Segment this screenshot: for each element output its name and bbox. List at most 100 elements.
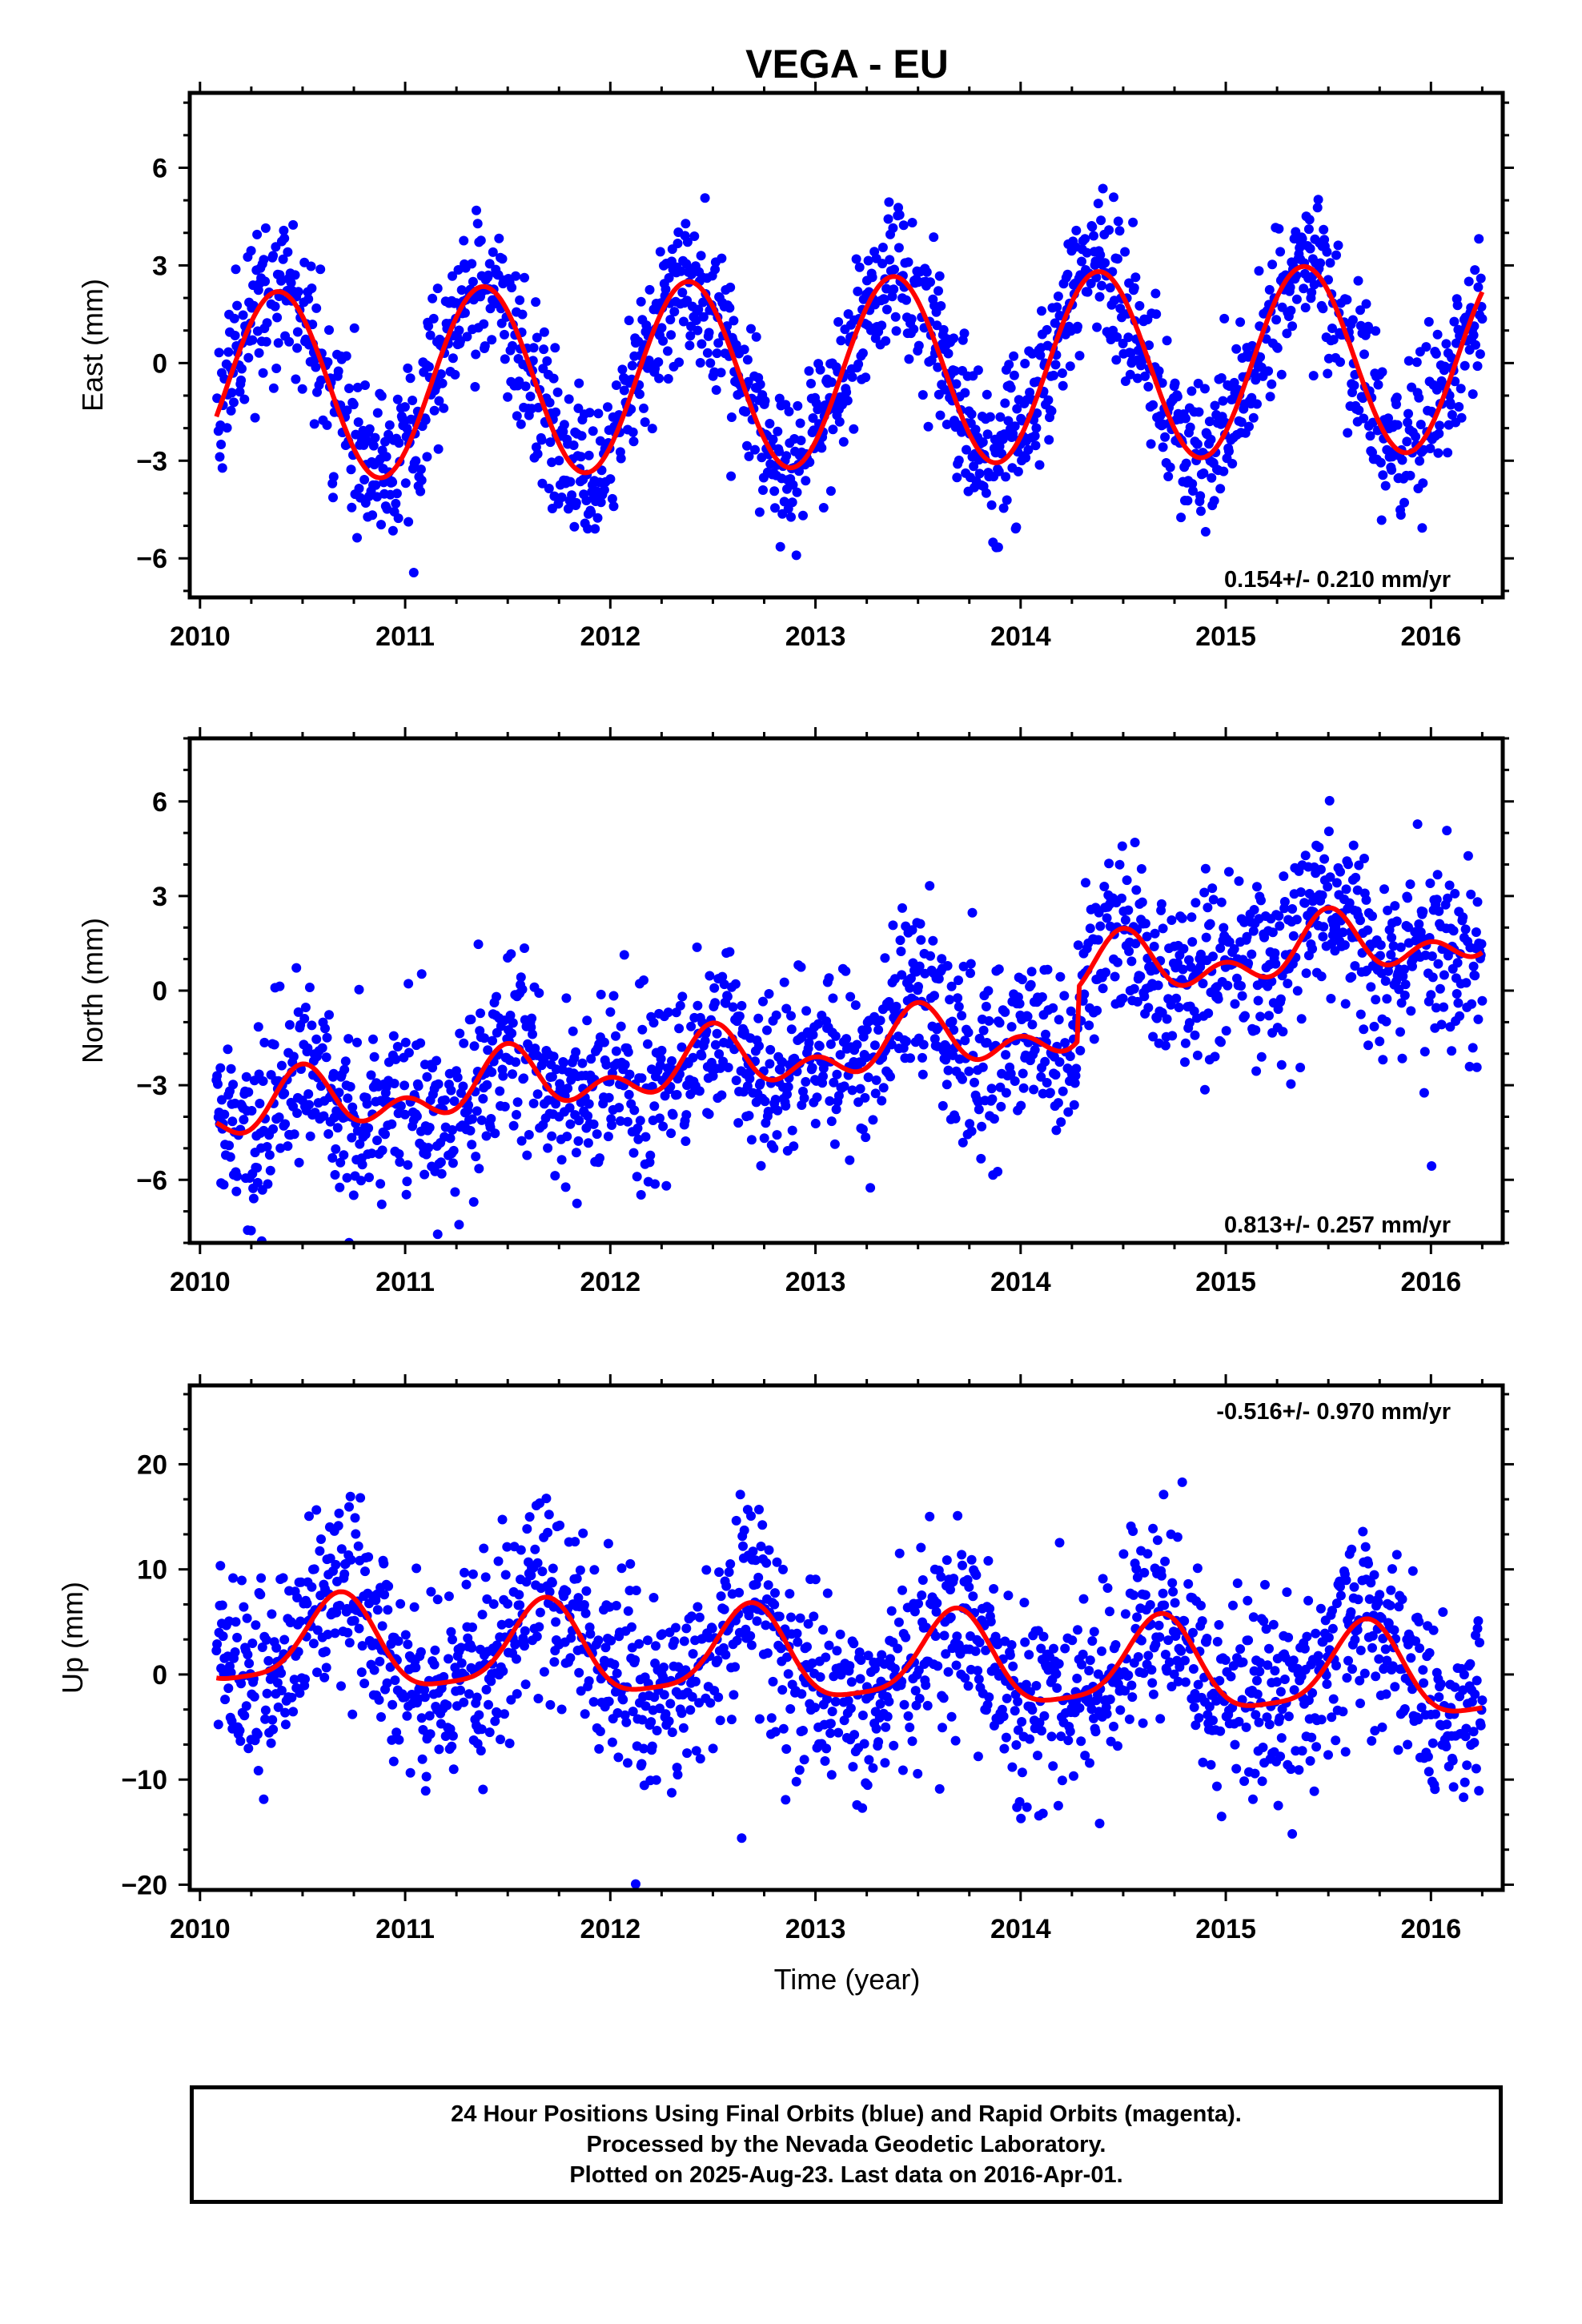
data-point [603, 402, 612, 412]
data-point [235, 387, 245, 397]
x-tick-label: 2016 [1400, 621, 1461, 652]
data-point [1066, 1006, 1076, 1016]
data-point [1414, 919, 1424, 929]
data-point [792, 487, 802, 497]
data-point [400, 1630, 411, 1640]
data-point [582, 1015, 592, 1026]
data-point [302, 1598, 312, 1609]
data-point [1196, 949, 1206, 959]
data-point [772, 1130, 782, 1140]
data-point [1120, 376, 1130, 386]
data-point [682, 237, 693, 247]
data-point [1274, 911, 1284, 921]
data-point [806, 379, 816, 388]
data-point [618, 1695, 628, 1705]
data-point [1170, 1631, 1181, 1641]
data-point [226, 1667, 236, 1678]
data-point [434, 1744, 444, 1755]
data-point [838, 436, 849, 447]
data-point [607, 1737, 617, 1747]
data-point [669, 1636, 680, 1647]
data-point [717, 253, 727, 263]
data-point [665, 315, 676, 325]
data-point [1051, 1125, 1062, 1136]
data-point [1229, 944, 1239, 954]
data-point [542, 356, 552, 366]
data-point [1259, 1616, 1269, 1626]
data-point [886, 1606, 897, 1616]
data-point [1261, 1624, 1271, 1634]
data-point [1065, 361, 1075, 372]
data-point [528, 1029, 537, 1039]
data-point [649, 1692, 660, 1703]
data-point [636, 1190, 646, 1200]
data-point [576, 452, 586, 462]
data-point [974, 1674, 984, 1684]
data-point [271, 364, 282, 373]
data-point [583, 524, 593, 534]
data-point [897, 1585, 907, 1595]
data-points [211, 1477, 1488, 1889]
data-point [213, 1719, 223, 1730]
data-point [1037, 1726, 1046, 1736]
data-point [766, 1713, 777, 1723]
data-point [695, 358, 705, 368]
data-point [581, 496, 592, 505]
data-point [1131, 1564, 1142, 1574]
data-point [708, 1743, 718, 1754]
data-point [1343, 428, 1353, 438]
data-point [1419, 1088, 1429, 1098]
data-point [1150, 288, 1161, 299]
data-point [623, 1758, 632, 1768]
data-point [1299, 898, 1310, 908]
data-point [1292, 986, 1303, 996]
data-point [327, 1152, 338, 1163]
data-point [729, 1690, 739, 1700]
data-point [394, 1149, 404, 1159]
data-point [223, 1044, 233, 1055]
data-point [864, 1755, 874, 1765]
data-point [380, 1129, 390, 1140]
data-point [616, 453, 626, 464]
data-point [1114, 859, 1125, 870]
data-point [769, 1599, 780, 1610]
data-point [851, 254, 861, 264]
data-point [1365, 431, 1375, 441]
data-point [681, 1110, 692, 1120]
data-point [456, 285, 467, 296]
y-tick-label: 0 [152, 348, 167, 379]
data-point [588, 426, 598, 436]
data-point [632, 1123, 643, 1133]
y-tick-label: −6 [136, 544, 167, 574]
data-point [1022, 1011, 1033, 1022]
data-point [848, 1762, 858, 1772]
data-point [1287, 321, 1298, 332]
data-point [1308, 371, 1319, 381]
data-point [511, 1638, 521, 1649]
data-point [279, 225, 289, 235]
data-point [408, 396, 418, 405]
data-point [512, 1097, 523, 1108]
data-point [1032, 408, 1042, 418]
data-point [1174, 1662, 1185, 1672]
data-point [818, 1072, 828, 1081]
data-point [236, 1679, 247, 1689]
data-point [636, 1073, 647, 1084]
data-point [753, 1013, 764, 1023]
data-point [324, 1010, 334, 1020]
data-point [786, 1612, 796, 1622]
data-point [984, 1692, 994, 1703]
data-point [252, 1177, 263, 1188]
data-point [507, 1028, 517, 1039]
data-point [276, 1686, 287, 1695]
y-tick-label: −3 [136, 446, 167, 476]
data-point [1328, 335, 1339, 345]
data-point [754, 1714, 765, 1724]
data-point [494, 233, 504, 243]
data-point [1319, 224, 1329, 235]
data-point [937, 954, 947, 964]
data-point [1231, 1763, 1242, 1774]
data-point [239, 1115, 249, 1125]
data-point [1201, 932, 1211, 943]
data-point [565, 1119, 576, 1129]
